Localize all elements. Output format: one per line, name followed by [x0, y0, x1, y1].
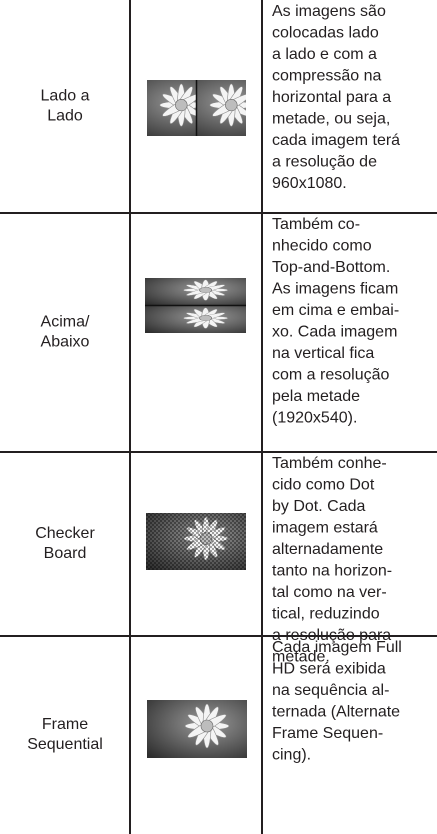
row-label: Abaixo — [41, 334, 90, 351]
description-line: com a resolução — [272, 367, 389, 384]
description-line: by Dot. Cada — [272, 498, 365, 515]
description-line: imagem estará — [272, 520, 378, 537]
description-line: xo. Cada imagem — [272, 324, 397, 341]
top-bottom-image — [145, 278, 246, 333]
description-line: As imagens ficam — [272, 281, 398, 298]
description-line: As imagens são — [272, 3, 386, 20]
description-line: Cada imagem Full — [272, 639, 402, 656]
description-line: na vertical fica — [272, 345, 374, 362]
side-by-side-image — [147, 80, 246, 136]
description-line: metade, ou seja, — [272, 111, 390, 128]
row-label: Sequential — [27, 736, 103, 753]
frame-sequential-image — [147, 700, 247, 758]
description-line: HD será exibida — [272, 661, 386, 678]
checker-board-image — [146, 513, 246, 570]
description-line: alternadamente — [272, 541, 383, 558]
description-line: metade. — [272, 649, 330, 666]
description-line: compressão na — [272, 68, 381, 85]
row-label: Acima/ — [41, 314, 90, 331]
row-label: Lado — [47, 108, 83, 125]
description-line: horizontal para a — [272, 89, 391, 106]
description-line: em cima e embai- — [272, 302, 399, 319]
description-line: a resolução para — [272, 627, 391, 644]
description-line: Também conhe- — [272, 455, 387, 472]
description-line: cido como Dot — [272, 477, 375, 494]
row-label: Lado a — [41, 88, 90, 105]
description-line: ternada (Alternate — [272, 704, 400, 721]
description-line: a lado e com a — [272, 46, 377, 63]
description-line: colocadas lado — [272, 25, 379, 42]
description-line: tanto na horizon- — [272, 563, 392, 580]
description-line: Frame Sequen- — [272, 725, 383, 742]
description-line: (1920x540). — [272, 410, 357, 427]
row-label: Board — [44, 545, 87, 562]
description-line: tical, reduzindo — [272, 606, 380, 623]
description-line: pela metade — [272, 388, 360, 405]
description-line: 960x1080. — [272, 175, 347, 192]
description-line: cada imagem terá — [272, 132, 400, 149]
description-line: cing). — [272, 747, 311, 764]
description-line: nhecido como — [272, 238, 372, 255]
description-line: tal como na ver- — [272, 584, 387, 601]
row-label: Checker — [35, 525, 95, 542]
description-line: Também co- — [272, 216, 360, 233]
description-line: na sequência al- — [272, 682, 389, 699]
description-line: a resolução de — [272, 154, 377, 171]
row-label: Frame — [42, 716, 88, 733]
description-line: Top-and-Bottom. — [272, 259, 390, 276]
